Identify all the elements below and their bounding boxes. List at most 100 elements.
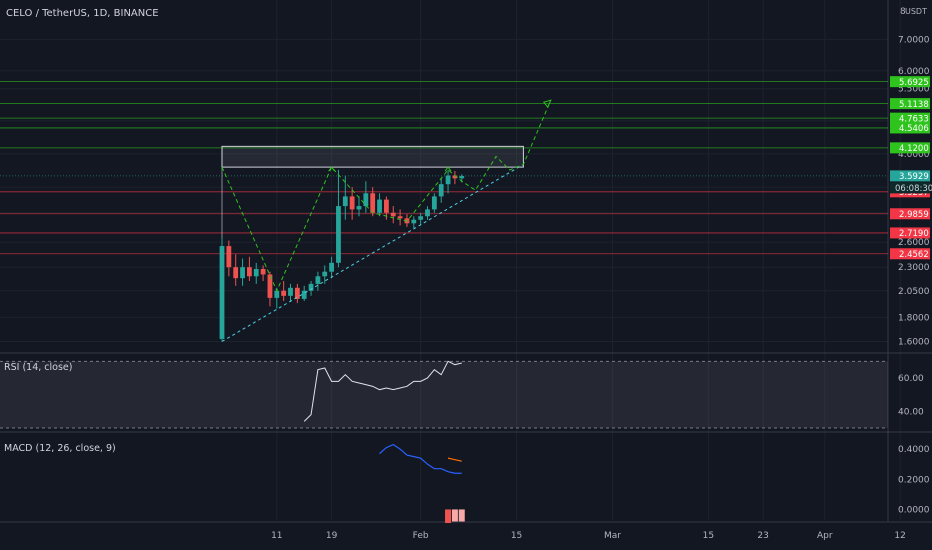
candle[interactable] (445, 169, 451, 194)
peak-arrow (444, 166, 452, 172)
candle[interactable] (377, 193, 382, 217)
candle-body (329, 262, 334, 272)
price-tick-label: 1.8000 (898, 313, 930, 323)
candle-body (411, 219, 417, 224)
candle[interactable] (219, 238, 225, 342)
candle-body (370, 193, 376, 213)
candle-body (274, 290, 280, 298)
level-tag-red[interactable] (890, 227, 930, 239)
candle-body (377, 199, 382, 213)
candle[interactable] (301, 285, 307, 301)
time-axis[interactable]: 11 19 Feb 15 Mar 15 23 Apr 12 (271, 531, 906, 541)
candle[interactable] (267, 271, 273, 307)
level-tag-green[interactable] (890, 122, 930, 134)
candle-body (425, 209, 430, 217)
level-tag-label: 3.5929 (899, 172, 929, 182)
level-tag-green[interactable] (890, 76, 930, 88)
level-tag-red[interactable] (890, 208, 930, 220)
currency-label: USDT (905, 7, 927, 16)
candle[interactable] (260, 265, 266, 282)
projection-path[interactable] (221, 99, 552, 292)
candle[interactable] (452, 170, 458, 185)
candle[interactable] (431, 193, 437, 213)
candle-body (452, 175, 458, 179)
candle-body (356, 206, 362, 210)
candle[interactable] (226, 240, 232, 277)
level-tag-label: 4.7633 (899, 114, 929, 124)
candle-body (445, 175, 451, 185)
macd-histogram-bar (458, 509, 465, 522)
level-tag-red[interactable] (890, 248, 930, 260)
time-tick-label: Feb (413, 531, 429, 541)
candle-body (322, 271, 328, 277)
projection-arrowhead (542, 99, 552, 109)
candle[interactable] (397, 209, 403, 226)
candle[interactable] (342, 175, 348, 220)
candle[interactable] (438, 178, 444, 203)
candle[interactable] (294, 283, 300, 304)
candle[interactable] (240, 258, 245, 286)
rsi-line[interactable] (303, 360, 462, 422)
candle-body (390, 212, 396, 217)
candle-body (336, 206, 341, 263)
candle[interactable] (411, 216, 417, 229)
level-tag-green[interactable] (890, 142, 930, 154)
candle-body (253, 268, 259, 277)
price-levels (0, 81, 888, 255)
candle-body (294, 287, 300, 299)
macd-title: MACD (12, 26, close, 9) (4, 443, 116, 454)
price-tick-label: 2.0500 (898, 287, 930, 297)
level-tag-current[interactable] (890, 170, 930, 182)
candle[interactable] (247, 256, 252, 282)
candle[interactable] (418, 212, 424, 226)
candle-body (308, 283, 314, 291)
candle-body (315, 276, 321, 284)
candle[interactable] (363, 181, 369, 213)
price-tick-label: 6.0000 (898, 67, 930, 77)
candle-body (301, 290, 307, 299)
candle[interactable] (308, 281, 314, 296)
level-tag-green[interactable] (890, 98, 930, 110)
price-tick-label: 5.5000 (898, 85, 930, 95)
time-tick-label: 15 (511, 531, 522, 541)
resistance-zone-box[interactable] (221, 145, 524, 168)
signal-line[interactable] (447, 457, 462, 462)
time-tick-label: Mar (604, 531, 621, 541)
macd-tick-label: 0.0000 (898, 505, 930, 515)
level-tag-green[interactable] (890, 112, 930, 124)
time-tick-label: 23 (757, 531, 768, 541)
price-tick-label: 2.3000 (898, 263, 930, 273)
candle[interactable] (370, 187, 376, 217)
candle[interactable] (336, 169, 341, 268)
countdown-label: 06:08:30 (895, 184, 932, 194)
price-tick-label: 4.0000 (898, 150, 930, 160)
macd-tick-label: 0.4000 (898, 445, 930, 455)
countdown-tag (890, 182, 930, 194)
time-tick-label: 11 (271, 531, 282, 541)
candle[interactable] (390, 206, 396, 224)
support-trendline[interactable] (221, 163, 524, 342)
candle[interactable] (281, 281, 287, 301)
candle-body (431, 196, 437, 210)
candle-body (233, 267, 239, 279)
macd-line[interactable] (379, 443, 462, 474)
candle[interactable] (253, 262, 259, 284)
candle-body (397, 216, 403, 219)
candle[interactable] (425, 206, 430, 220)
rsi-title: RSI (14, close) (4, 362, 72, 373)
candle[interactable] (349, 187, 355, 220)
candle[interactable] (356, 196, 362, 217)
macd-tick-label: 0.2000 (898, 475, 930, 485)
level-tag-label: 5.1138 (899, 100, 929, 110)
price-tick-label: 1.6000 (898, 337, 930, 347)
candle-body (384, 199, 389, 213)
candle[interactable] (288, 283, 293, 303)
candle[interactable] (329, 256, 334, 279)
candle[interactable] (322, 265, 328, 284)
candle[interactable] (233, 254, 239, 286)
level-tag-label: 2.9859 (899, 210, 929, 220)
candle[interactable] (315, 271, 321, 291)
level-tag-label: 4.5406 (899, 124, 929, 134)
